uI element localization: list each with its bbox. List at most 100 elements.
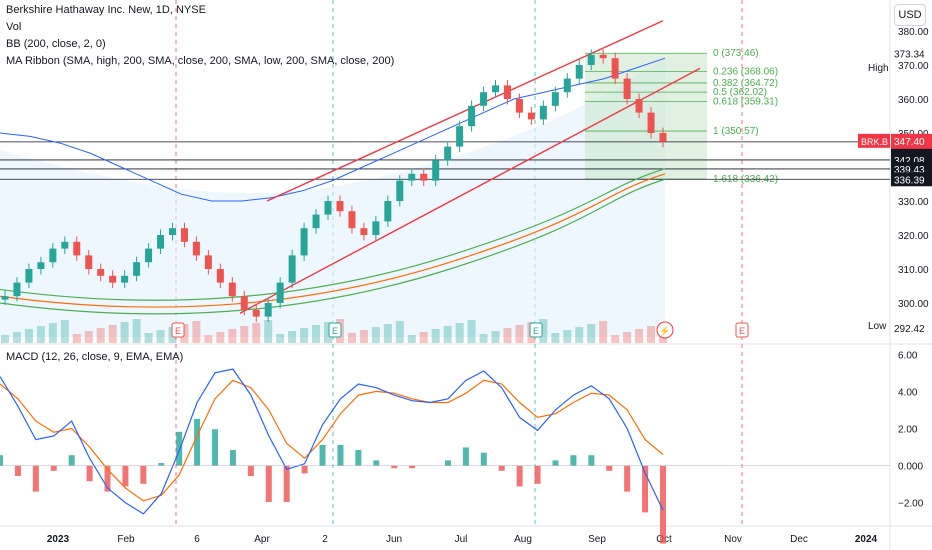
macd-histogram-bar — [588, 455, 595, 466]
candle-body — [168, 228, 176, 236]
candle-body — [456, 126, 464, 147]
dividend-marker — [656, 321, 674, 339]
candle-body — [180, 228, 188, 242]
candle-body — [204, 255, 212, 270]
earnings-marker — [735, 322, 749, 338]
macd-histogram-bar — [212, 429, 219, 466]
macd-histogram-bar — [68, 455, 75, 466]
price-tick-label: 370.00 — [898, 61, 929, 72]
macd-histogram-bar — [319, 444, 326, 466]
macd-histogram-bar — [50, 465, 57, 471]
bollinger-mid-line — [0, 57, 666, 202]
volume-bar — [12, 332, 21, 343]
macd-line — [0, 368, 664, 515]
macd-histogram-bar — [660, 465, 666, 544]
x-tick-label: 2 — [322, 534, 328, 545]
volume-bar — [144, 333, 153, 343]
candle-body — [492, 85, 500, 93]
volume-bar — [300, 328, 309, 343]
candle-body — [503, 85, 511, 100]
candle-body — [587, 54, 595, 66]
x-tick-label: Dec — [790, 534, 808, 545]
x-tick-label: 6 — [194, 534, 200, 545]
volume-bar — [599, 321, 608, 343]
macd-tick-label: −2.00 — [898, 499, 924, 510]
candle-body — [468, 105, 476, 127]
macd-title[interactable]: MACD (12, 26, close, 9, EMA, EMA) — [6, 351, 184, 363]
candle-body — [324, 201, 332, 215]
candle-body — [527, 112, 535, 120]
macd-histogram-bar — [176, 431, 183, 466]
volume-bar — [539, 319, 548, 343]
macd-histogram-bar — [444, 460, 451, 466]
x-tick-label: Aug — [514, 534, 532, 545]
candle-body — [659, 133, 667, 142]
last-price-tag — [891, 133, 932, 148]
candle-body — [109, 275, 117, 283]
candle-body — [312, 214, 320, 229]
candle-body — [1, 296, 9, 300]
fib-level-label: 0.382 (364.72) — [713, 78, 778, 89]
macd-tick-label: 4.00 — [898, 387, 918, 398]
candle-body — [240, 296, 248, 310]
candle-body — [336, 201, 344, 212]
volume-bar — [395, 321, 404, 343]
volume-bar — [359, 330, 368, 343]
candle-body — [300, 228, 308, 256]
volume-bar — [575, 327, 584, 343]
macd-histogram-bar — [229, 450, 236, 466]
x-tick-label: 2023 — [47, 534, 70, 545]
candle-body — [575, 65, 583, 79]
earnings-marker-label: E — [332, 326, 338, 336]
volume-bar — [647, 326, 656, 343]
price-tick-label: 380.00 — [898, 27, 929, 38]
volume-bar — [216, 332, 225, 343]
macd-histogram-bar — [32, 465, 39, 492]
x-tick-label: Jun — [386, 534, 402, 545]
macd-histogram-bar — [283, 465, 290, 502]
candle-body — [611, 58, 619, 79]
volume-bar — [108, 325, 117, 343]
macd-histogram-bar — [534, 465, 541, 484]
high-label: High — [868, 63, 889, 74]
volume-bar — [312, 325, 321, 343]
earnings-marker — [171, 322, 185, 338]
candle-body — [145, 248, 153, 263]
candle-body — [372, 221, 380, 236]
fib-retracement-box — [585, 53, 707, 180]
macd-histogram-bar — [516, 465, 523, 487]
volume-bar — [192, 321, 201, 343]
candle-body — [192, 241, 200, 256]
macd-histogram-bar — [355, 450, 362, 466]
candle-body — [133, 262, 141, 276]
volume-bar — [288, 331, 297, 343]
macd-histogram-bar — [86, 465, 93, 482]
macd-histogram-bar — [462, 447, 469, 466]
volume-bar — [228, 329, 237, 343]
macd-histogram-bar — [247, 465, 254, 477]
candle-body — [252, 309, 260, 317]
low-value-tag — [891, 321, 932, 335]
volume-bar — [587, 324, 596, 343]
price-tick-label: 310.00 — [898, 265, 929, 276]
indicator-ma-ribbon[interactable]: MA Ribbon (SMA, high, 200, SMA, close, 2… — [6, 55, 395, 67]
indicator-bb[interactable]: BB (200, close, 2, 0) — [6, 38, 106, 50]
volume-bar — [503, 328, 512, 343]
macd-histogram-bar — [373, 460, 380, 466]
candle-body — [37, 262, 45, 270]
price-tick-label: 330.00 — [898, 197, 929, 208]
indicator-vol[interactable]: Vol — [6, 21, 22, 33]
candle-body — [551, 92, 559, 106]
volume-bar — [383, 324, 392, 343]
symbol-title[interactable]: Berkshire Hathaway Inc. New, 1D, NYSE — [6, 4, 206, 16]
currency-button[interactable]: USD — [894, 4, 926, 26]
fib-level-label: 0.618 (359.31) — [713, 96, 778, 107]
macd-signal-line — [0, 379, 664, 502]
volume-bar — [240, 326, 249, 343]
candle-body — [73, 241, 81, 256]
volume-bar — [120, 322, 129, 343]
volume-bar — [515, 325, 524, 343]
volume-bar — [264, 320, 273, 343]
macd-histogram-bar — [498, 465, 505, 471]
